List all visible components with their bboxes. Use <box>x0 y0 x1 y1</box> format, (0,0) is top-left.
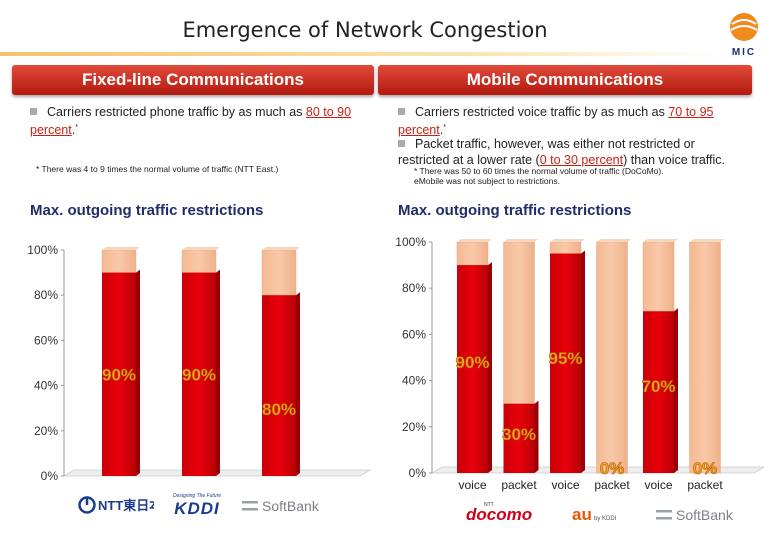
bar <box>503 403 535 473</box>
bar-side <box>296 292 300 476</box>
data-label: 0% <box>693 459 718 478</box>
softbank-bars-icon <box>242 501 258 504</box>
title-rule <box>0 52 720 56</box>
y-tick-label: 40% <box>402 374 426 388</box>
header-fixed-line: Fixed-line Communications <box>12 65 374 95</box>
right-bullet-2: Packet traffic, however, was either not … <box>398 137 726 167</box>
bar-side <box>136 269 140 476</box>
svg-text:KDDI: KDDI <box>174 499 220 518</box>
bullet-square-icon <box>30 108 37 115</box>
svg-text:SoftBank: SoftBank <box>262 498 320 514</box>
docomo-logo: NTT docomo <box>464 500 538 529</box>
mic-logo-text: MIC <box>732 47 756 58</box>
right-bullet-1: Carriers restricted voice traffic by as … <box>398 105 714 138</box>
svg-text:SoftBank: SoftBank <box>676 507 734 523</box>
bullet-square-icon <box>398 140 405 147</box>
left-bullet: Carriers restricted phone traffic by as … <box>30 105 352 138</box>
y-tick-label: 20% <box>402 420 426 434</box>
x-category-label: packet <box>687 478 723 492</box>
bar-remainder <box>596 241 628 474</box>
left-bullet-highlight: 80 to 90 percent <box>30 105 352 138</box>
bar <box>262 295 296 476</box>
y-tick-label: 0% <box>409 466 427 480</box>
bar-remainder <box>642 241 675 312</box>
kddi-logo: Designing The Future KDDI <box>166 490 228 523</box>
y-tick-label: 80% <box>34 288 58 302</box>
svg-text:NTT: NTT <box>484 502 494 508</box>
bar-side <box>216 269 220 476</box>
bar-top <box>550 239 585 242</box>
bar-top <box>643 239 678 242</box>
y-tick-label: 60% <box>402 327 426 341</box>
data-label: 95% <box>548 349 582 368</box>
bar-top <box>596 239 632 242</box>
x-category-label: packet <box>594 478 630 492</box>
svg-text:Designing The Future: Designing The Future <box>173 493 221 499</box>
bar-remainder <box>549 241 582 254</box>
data-label: 30% <box>502 425 536 444</box>
svg-text:by KDDI: by KDDI <box>594 516 617 522</box>
y-tick-label: 80% <box>402 281 426 295</box>
bar-side <box>581 250 585 473</box>
x-category-label: voice <box>644 478 672 492</box>
softbank-logo-left: SoftBank <box>242 496 334 521</box>
svg-text:docomo: docomo <box>466 505 532 524</box>
x-category-label: packet <box>501 478 537 492</box>
y-tick-label: 100% <box>395 235 426 249</box>
mic-logo: MIC <box>722 10 766 58</box>
bar-top <box>262 247 300 250</box>
y-tick-label: 40% <box>34 379 58 393</box>
bar <box>457 265 488 473</box>
x-category-label: voice <box>551 478 579 492</box>
data-label: 90% <box>455 353 489 372</box>
right-note-2: eMobile was not subject to restrictions. <box>414 176 560 186</box>
bar-remainder <box>456 241 489 266</box>
bar-side <box>674 308 678 473</box>
svg-text:au: au <box>572 505 592 524</box>
softbank-bars-icon <box>656 510 672 513</box>
bar-remainder <box>689 241 721 474</box>
left-bullet-text: Carriers restricted phone traffic by as … <box>47 105 306 119</box>
y-tick-label: 20% <box>34 424 58 438</box>
y-tick-label: 100% <box>27 243 58 257</box>
bullet-square-icon <box>398 108 405 115</box>
right-note-1: * There was 50 to 60 times the normal vo… <box>414 166 664 176</box>
au-logo: au by KDDI <box>572 504 632 529</box>
left-note: * There was 4 to 9 times the normal volu… <box>36 164 279 174</box>
bar-remainder <box>101 249 137 273</box>
data-label: 90% <box>102 366 136 385</box>
bar-top <box>182 247 220 250</box>
left-chart-title: Max. outgoing traffic restrictions <box>30 202 264 219</box>
x-category-label: voice <box>458 478 486 492</box>
bar-side <box>488 262 492 473</box>
data-label: 0% <box>600 459 625 478</box>
bar <box>182 272 216 476</box>
data-label: 90% <box>182 366 216 385</box>
right-bar-chart: 0% 20% 40% 60% 80% 100% 90% voice 30% packet 95% vo… <box>395 235 766 492</box>
bar <box>643 311 674 473</box>
y-tick-label: 60% <box>34 333 58 347</box>
page-title: Emergence of Network Congestion <box>182 18 548 42</box>
ntt-east-logo: NTT東日本 <box>78 494 162 514</box>
bar <box>102 272 136 476</box>
softbank-logo-right: SoftBank <box>656 505 748 530</box>
bar-remainder <box>181 249 217 273</box>
bar-remainder <box>261 249 297 296</box>
bar-top <box>503 239 539 242</box>
bar-side <box>534 400 539 473</box>
bar-top <box>689 239 725 242</box>
left-bar-chart: 0% 20% 40% 60% 80% 100% 90% 90% 80% <box>27 243 372 483</box>
bar-top <box>457 239 492 242</box>
bar-top <box>102 247 140 250</box>
svg-text:NTT東日本: NTT東日本 <box>98 498 154 513</box>
y-tick-label: 0% <box>41 469 59 483</box>
data-label: 80% <box>262 400 296 419</box>
right-chart-title: Max. outgoing traffic restrictions <box>398 202 632 219</box>
bar <box>550 253 581 473</box>
header-mobile: Mobile Communications <box>378 65 752 95</box>
data-label: 70% <box>641 377 675 396</box>
bar-remainder <box>503 241 535 404</box>
